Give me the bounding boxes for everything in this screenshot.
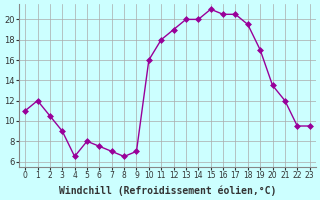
X-axis label: Windchill (Refroidissement éolien,°C): Windchill (Refroidissement éolien,°C) xyxy=(59,185,276,196)
